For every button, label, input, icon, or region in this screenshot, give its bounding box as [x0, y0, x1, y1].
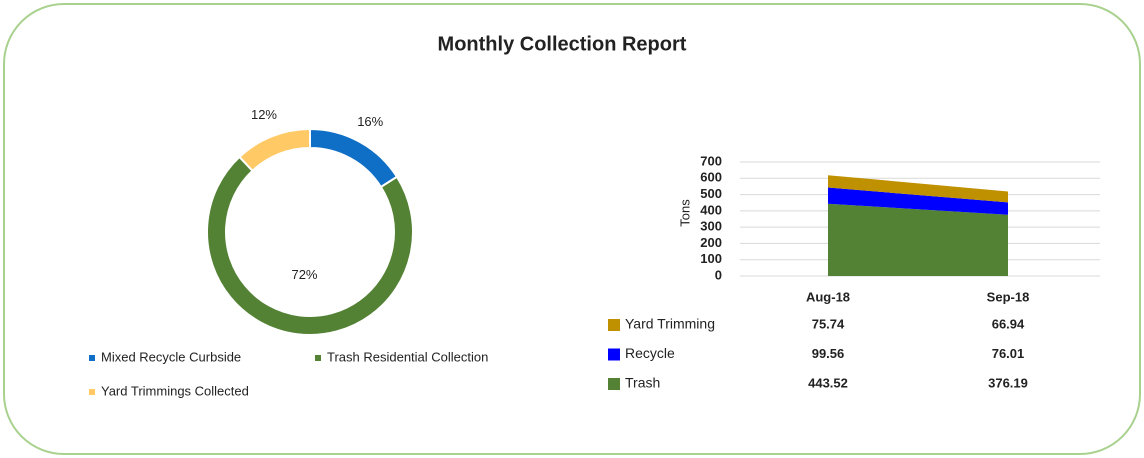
legend-label: Yard Trimmings Collected [101, 383, 249, 398]
donut-slice [206, 155, 414, 336]
legend-label: Yard Trimming [625, 316, 715, 332]
title: Monthly Collection Report [438, 33, 687, 55]
slice-label: 12% [251, 107, 277, 122]
table-value: 75.74 [812, 316, 845, 331]
table-value: 99.56 [812, 346, 845, 361]
y-tick-label: 100 [700, 251, 722, 266]
x-tick-label: Aug-18 [806, 289, 850, 304]
legend-marker [608, 319, 620, 331]
donut-slice [238, 127, 311, 173]
card-border [3, 3, 1141, 455]
y-tick-label: 700 [700, 153, 722, 168]
legend-marker [608, 348, 620, 361]
y-tick-label: 200 [700, 235, 722, 250]
area [828, 203, 1008, 276]
legend-marker [315, 355, 321, 361]
legend-label: Trash [625, 375, 660, 391]
legend-marker [608, 378, 620, 390]
y-axis-label: Tons [677, 199, 692, 227]
legend-marker [89, 389, 95, 395]
slice-label: 16% [357, 114, 383, 129]
y-tick-label: 500 [700, 186, 722, 201]
table-value: 443.52 [808, 375, 848, 390]
legend-label: Trash Residential Collection [327, 349, 488, 364]
legend-label: Mixed Recycle Curbside [101, 349, 241, 364]
slice-label: 72% [291, 267, 317, 282]
area [828, 175, 1008, 203]
y-tick-label: 600 [700, 170, 722, 185]
table-value: 376.19 [988, 375, 1028, 390]
legend-marker [89, 355, 95, 361]
y-tick-label: 300 [700, 219, 722, 234]
area [828, 187, 1008, 215]
table-value: 76.01 [992, 346, 1025, 361]
x-tick-label: Sep-18 [987, 289, 1030, 304]
y-tick-label: 0 [715, 267, 722, 282]
y-tick-label: 400 [700, 202, 722, 217]
legend-label: Recycle [625, 345, 675, 361]
table-value: 66.94 [992, 316, 1025, 331]
